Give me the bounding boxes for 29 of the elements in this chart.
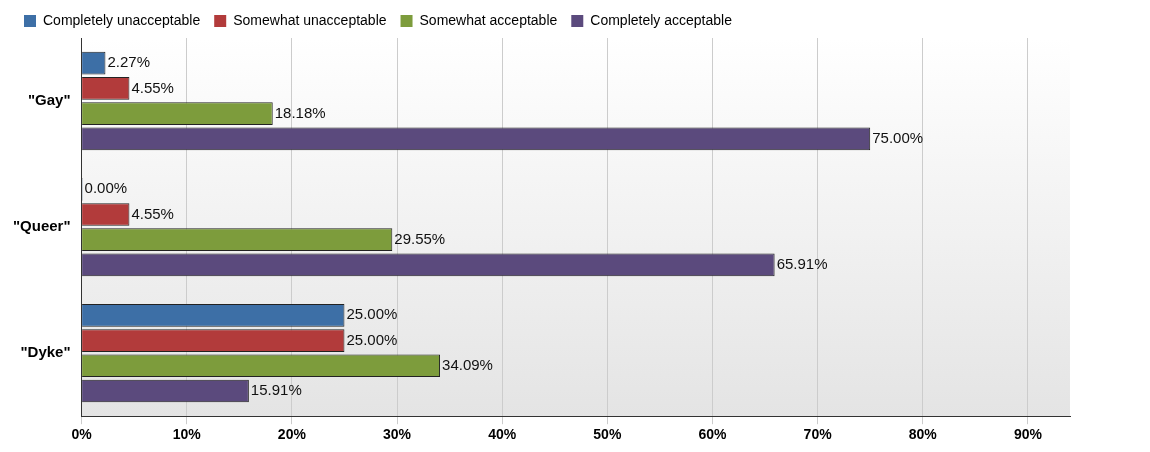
x-tick-label: 30% <box>383 426 412 443</box>
x-tick-label: 20% <box>277 426 307 443</box>
x-tick-label: 80% <box>908 426 938 443</box>
data-label: 2.27% <box>107 53 150 71</box>
data-label: 65.91% <box>776 255 828 273</box>
y-tick-label: "Dyke" <box>20 343 71 361</box>
x-tick-label: 40% <box>488 426 517 443</box>
data-label: 15.91% <box>250 381 302 399</box>
x-tick-label: 60% <box>698 426 728 443</box>
legend-label: Somewhat acceptable <box>419 11 558 28</box>
data-label: 18.18% <box>274 103 326 121</box>
legend-label: Completely acceptable <box>590 11 733 28</box>
x-tick-label: 90% <box>1013 426 1043 443</box>
data-label: 4.55% <box>131 78 174 96</box>
data-label: 29.55% <box>394 229 446 247</box>
y-tick-label: "Queer" <box>13 217 71 235</box>
data-label: 25.00% <box>346 330 398 348</box>
data-label: 0.00% <box>84 179 128 197</box>
y-tick-label: "Gay" <box>28 91 71 109</box>
x-tick-label: 70% <box>803 426 833 443</box>
data-label: 25.00% <box>346 305 398 323</box>
legend-label: Somewhat unacceptable <box>233 11 387 28</box>
data-label: 75.00% <box>872 128 924 146</box>
x-tick-label: 50% <box>593 426 622 443</box>
x-tick-label: 0% <box>71 426 93 443</box>
data-label: 4.55% <box>131 204 174 222</box>
x-tick-label: 10% <box>172 426 202 443</box>
legend-label: Completely unacceptable <box>43 11 201 28</box>
data-label: 34.09% <box>442 355 493 373</box>
